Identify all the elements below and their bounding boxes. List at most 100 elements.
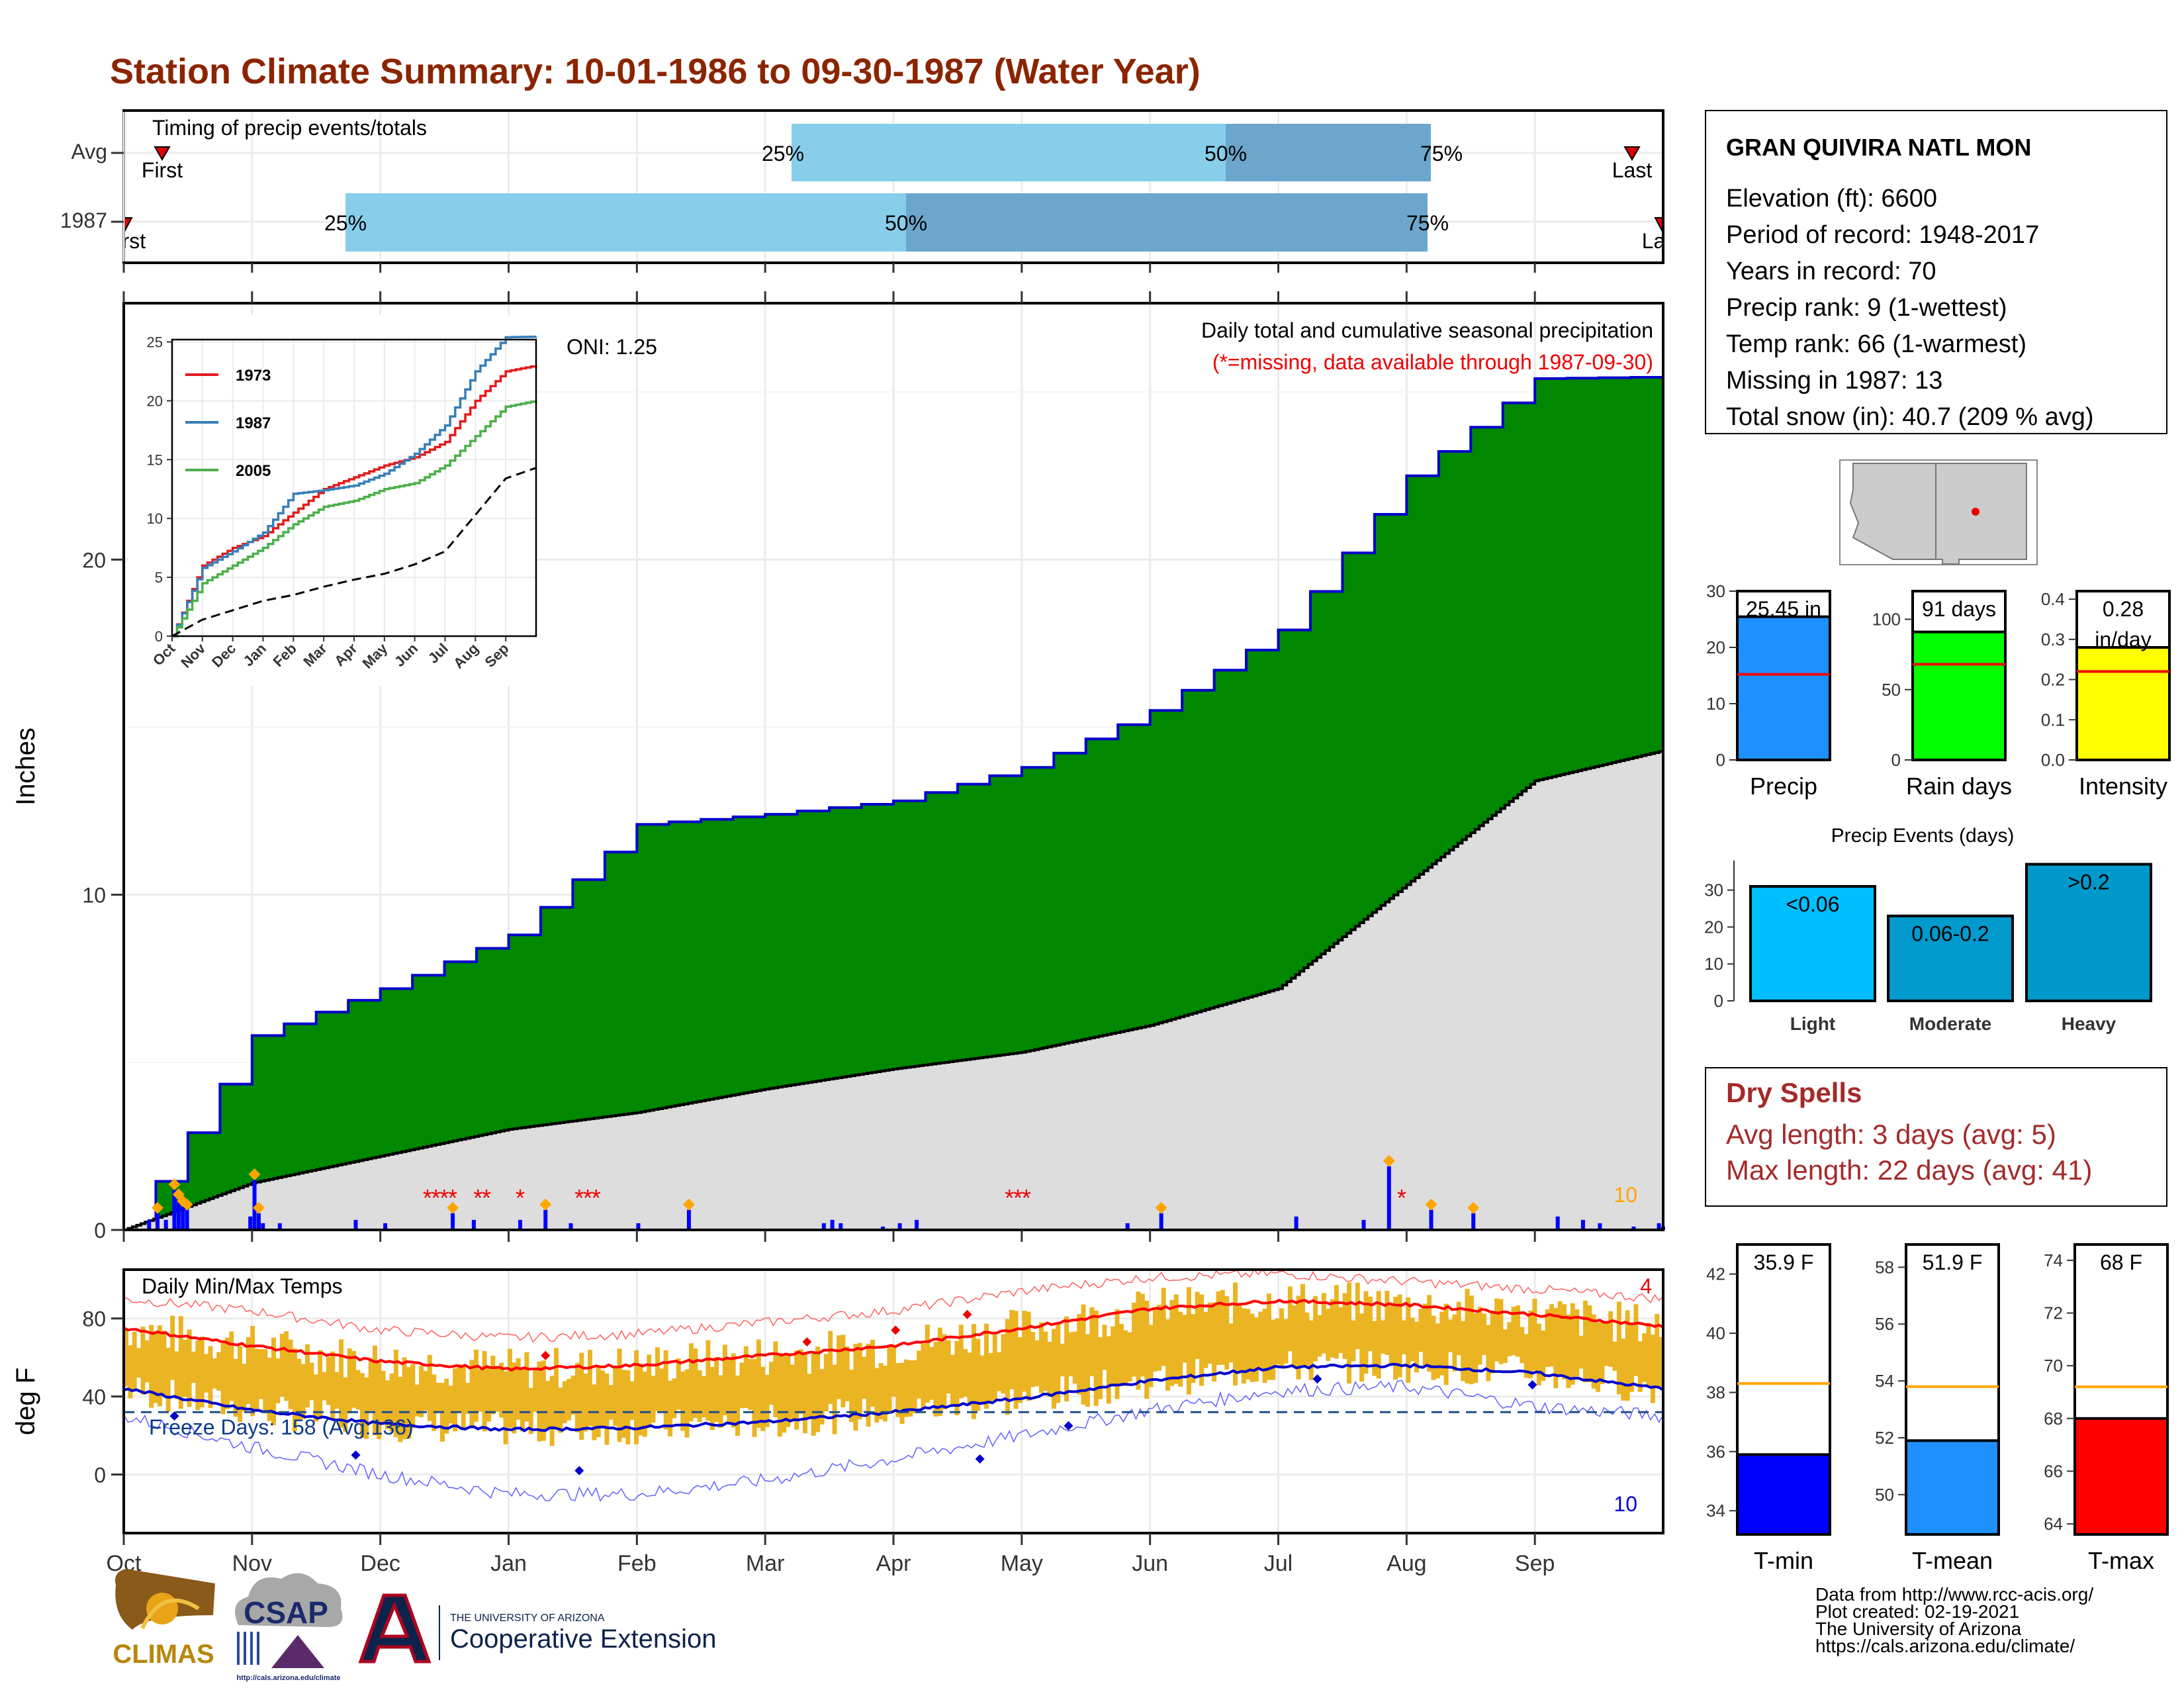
record-precip-marker	[1425, 1198, 1437, 1211]
daily-temp-range-bar	[992, 1335, 997, 1400]
daily-precip-bar	[147, 1219, 152, 1230]
avg-q25-q50-bar	[792, 124, 1226, 181]
daily-temp-range-bar	[702, 1376, 707, 1418]
daily-temp-range-bar	[351, 1350, 357, 1408]
daily-temp-range-bar	[1355, 1282, 1360, 1349]
total-rain-days-y-tick-label: 0	[1891, 750, 1901, 770]
daily-temp-range-bar	[359, 1373, 365, 1438]
daily-temp-range-bar	[629, 1381, 635, 1420]
events-category-label: Light	[1790, 1013, 1835, 1034]
precip-missing-note: (*=missing, data available through 1987-…	[1212, 350, 1653, 374]
daily-temp-range-bar	[823, 1354, 829, 1412]
yr-75pct-label: 75%	[1406, 211, 1449, 235]
events-bar-value-label: >0.2	[2068, 870, 2109, 894]
university-of-arizona-logo[interactable]: THE UNIVERSITY OF ARIZONA Cooperative Ex…	[358, 1593, 716, 1664]
daily-temp-range-bar	[1502, 1329, 1508, 1364]
daily-temp-range-bar	[410, 1364, 416, 1429]
new-mexico-shape	[1935, 463, 2027, 565]
daily-temp-range-bar	[1461, 1321, 1466, 1382]
temp-stat-t-max-label: T-max	[2088, 1547, 2154, 1574]
climas-logo[interactable]: CLIMAS	[113, 1569, 215, 1669]
ua-extension-text: Cooperative Extension	[450, 1624, 716, 1654]
missing-data-asterisk: *	[574, 1184, 584, 1211]
inset-legend-label: 1973	[236, 367, 271, 385]
daily-temp-range-bar	[1545, 1309, 1550, 1368]
daily-precip-bar	[252, 1180, 257, 1230]
record-precip-marker	[252, 1201, 265, 1214]
daily-temp-range-bar	[1157, 1304, 1162, 1371]
daily-temp-range-bar	[1068, 1332, 1073, 1377]
daily-temp-range-bar	[587, 1350, 592, 1427]
daily-temp-range-bar	[1152, 1308, 1158, 1372]
daily-temp-range-bar	[233, 1358, 238, 1417]
missing-data-asterisk: *	[1013, 1184, 1023, 1211]
total-intensity-value-label: in/day	[2095, 628, 2151, 651]
daily-temp-range-bar	[1629, 1324, 1634, 1392]
temp-stat-t-mean-value-label: 51.9 F	[1923, 1250, 1983, 1274]
daily-temp-range-bar	[1616, 1301, 1621, 1395]
daily-temp-range-bar	[583, 1374, 588, 1432]
total-intensity-y-tick-label: 0.2	[2041, 670, 2065, 690]
dry-spells-avg: Avg length: 3 days (avg: 5)	[1726, 1119, 2056, 1150]
daily-temp-range-bar	[157, 1325, 162, 1407]
inset-y-tick-label: 5	[155, 569, 163, 586]
daily-temp-range-bar	[1473, 1313, 1479, 1383]
temp-panel: Daily Min/Max Temps Freeze Days: 158 (Av…	[11, 1268, 1664, 1576]
timing-row-label-avg: Avg	[71, 140, 107, 164]
daily-temp-range-bar	[533, 1370, 538, 1413]
daily-temp-range-bar	[777, 1352, 782, 1437]
missing-data-asterisk: *	[516, 1184, 525, 1211]
daily-temp-range-bar	[124, 1329, 128, 1387]
daily-temp-range-bar	[1524, 1334, 1529, 1378]
csap-url: http://cals.arizona.edu/climate	[236, 1674, 340, 1682]
csap-logo[interactable]: CSAP http://cals.arizona.edu/climate	[235, 1573, 343, 1682]
daily-temp-range-bar	[174, 1351, 179, 1399]
daily-temp-range-bar	[1385, 1291, 1390, 1355]
temp-stat-t-mean-label: T-mean	[1912, 1547, 1993, 1574]
record-precip-marker	[447, 1201, 459, 1214]
daily-temp-range-bar	[1321, 1293, 1326, 1354]
daily-temp-range-bar	[1169, 1299, 1175, 1386]
daily-temp-range-bar	[1283, 1319, 1289, 1364]
daily-temp-range-bar	[144, 1340, 150, 1383]
total-precip-y-tick-label: 20	[1706, 637, 1725, 657]
timing-row-label-1987: 1987	[60, 209, 107, 232]
daily-precip-bar	[915, 1219, 919, 1230]
precip-header: Daily total and cumulative seasonal prec…	[1201, 318, 1653, 342]
record-high-count: 4	[1640, 1274, 1652, 1298]
daily-temp-range-bar	[1241, 1308, 1246, 1383]
daily-temp-range-bar	[1026, 1311, 1031, 1401]
avg-last-label: Last	[1612, 158, 1653, 182]
daily-temp-range-bar	[659, 1368, 664, 1411]
station-line-elevation: Elevation (ft): 6600	[1726, 185, 1937, 212]
daily-temp-range-bar	[136, 1348, 142, 1378]
daily-temp-range-bar	[385, 1380, 390, 1429]
daily-temp-range-bar	[608, 1385, 614, 1420]
temp-stat-t-max-y-tick-label: 66	[2044, 1461, 2063, 1481]
daily-temp-range-bar	[178, 1316, 183, 1409]
daily-temp-range-bar	[1427, 1295, 1432, 1372]
daily-precip-bar	[1580, 1219, 1585, 1230]
daily-temp-range-bar	[1596, 1322, 1601, 1392]
temp-stat-t-max-y-tick-label: 74	[2044, 1250, 2063, 1270]
record-precip-marker	[151, 1201, 163, 1214]
daily-temp-range-bar	[727, 1357, 732, 1423]
daily-temp-range-bar	[524, 1352, 529, 1422]
daily-temp-range-bar	[204, 1354, 209, 1393]
daily-temp-range-bar	[512, 1362, 517, 1434]
daily-temp-range-bar	[1186, 1287, 1191, 1395]
daily-temp-range-bar	[950, 1354, 956, 1407]
daily-temp-range-bar	[1182, 1315, 1187, 1363]
daily-temp-range-bar	[494, 1366, 500, 1412]
daily-temp-range-bar	[499, 1362, 504, 1418]
freeze-days: Freeze Days: 158 (Avg:136)	[149, 1415, 414, 1439]
daily-temp-range-bar	[1102, 1325, 1107, 1370]
daily-temp-range-bar	[288, 1339, 293, 1409]
daily-temp-range-bar	[1633, 1304, 1639, 1376]
daily-temp-range-bar	[503, 1371, 508, 1444]
missing-data-asterisk: *	[439, 1184, 449, 1211]
events-title: Precip Events (days)	[1831, 825, 2015, 847]
daily-temp-range-bar	[1253, 1317, 1259, 1382]
daily-temp-range-bar	[296, 1358, 302, 1421]
temp-stat-t-min-value-label: 35.9 F	[1754, 1250, 1814, 1274]
